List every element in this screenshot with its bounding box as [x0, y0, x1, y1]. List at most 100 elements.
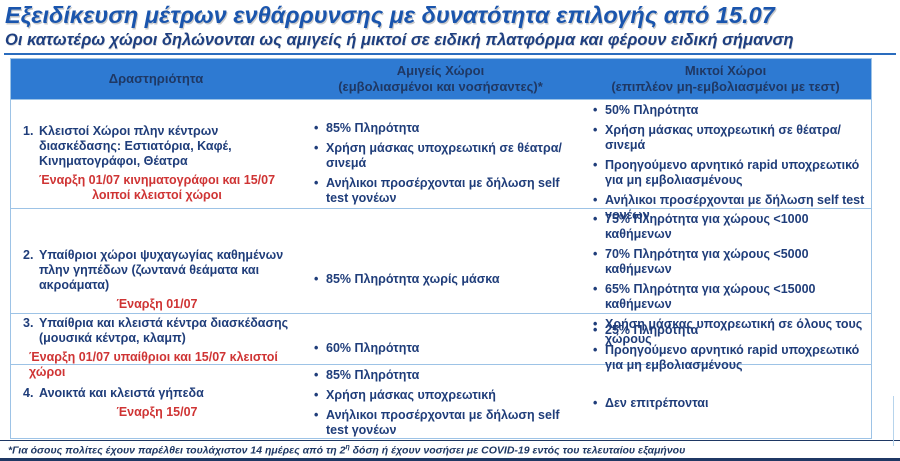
bullet-icon: •	[314, 140, 319, 155]
bullet-item: • 50% Πληρότητα	[590, 103, 869, 118]
start-date-note: Έναρξη 01/07 κινηματογράφοι και 15/07 λο…	[38, 172, 276, 202]
measures-table: Δραστηριότητα Αμιγείς Χώροι (εμβολιασμέν…	[10, 58, 872, 439]
mixed-venues-cell: • 50% Πληρότητα • Χρήση μάσκας υποχρεωτική…	[580, 100, 871, 226]
table-row-open-entertainment: 2. Υπαίθριοι χώροι ψυχαγωγίας καθημένων …	[11, 208, 871, 346]
bullet-text: Ανήλικοι προσέρχονται με δήλωση self tes…	[326, 175, 560, 205]
bullet-list: • 50% Πληρότητα • Χρήση μάσκας υποχρεωτική…	[582, 103, 869, 223]
bullet-text: 25% Πληρότητα	[605, 323, 699, 337]
start-date-note: Έναρξη 01/07 υπαίθριοι και 15/07 κλειστο…	[29, 350, 278, 379]
bullet-text: 85% Πληρότητα	[326, 368, 420, 382]
bullet-item: • Χρήση μάσκας υποχρεωτική σε όλους τους …	[590, 317, 869, 347]
row-number: 4.	[23, 386, 34, 400]
bullet-text: 50% Πληρότητα	[605, 103, 699, 117]
pure-venues-cell: • 60% Πληρότητα	[301, 314, 580, 382]
bullet-item: • 85% Πληρότητα	[311, 368, 578, 383]
table-row-entertainment-centers: 3. Υπαίθρια και κλειστά κέντρα διασκέδασ…	[11, 313, 871, 379]
bullet-text: 70% Πληρότητα για χώρους <5000 καθήμενων	[605, 247, 809, 276]
bullet-text: Χρήση μάσκας υποχρεωτική σε θέατρα/σινεμ…	[605, 123, 841, 152]
mixed-venues-cell: • 25% Πληρότητα • Προηγούμενο αρνητικό rap…	[580, 314, 871, 382]
activity-cell: 2. Υπαίθριοι χώροι ψυχαγωγίας καθημένων …	[11, 209, 301, 350]
bullet-icon: •	[593, 193, 598, 207]
footnote: *Για όσους πολίτες έχουν παρέλθει τουλάχ…	[0, 440, 900, 461]
row-number: 2.	[23, 247, 34, 262]
bullet-item: • 85% Πληρότητα	[311, 121, 578, 136]
column-header-pure-venues: Αμιγείς Χώροι (εμβολιασμένοι και νοσήσαν…	[301, 59, 580, 99]
start-date-note: Έναρξη 01/07	[116, 296, 198, 311]
bullet-icon: •	[593, 103, 598, 117]
row-number: 1.	[23, 123, 34, 138]
page-title: Εξειδίκευση μέτρων ενθάρρυνσης με δυνατό…	[5, 2, 775, 28]
row-number: 3.	[23, 316, 34, 330]
bullet-text: Ανήλικοι προσέρχονται με δήλωση self tes…	[605, 193, 865, 222]
bullet-icon: •	[593, 247, 598, 261]
footnote-superscript: η	[345, 444, 350, 451]
column-header-activity: Δραστηριότητα	[11, 59, 301, 99]
bullet-text: 75% Πληρότητα για χώρους <1000 καθήμενων	[605, 212, 809, 241]
bullet-text: 65% Πληρότητα για χώρους <15000 καθήμενω…	[605, 282, 816, 311]
bullet-icon: •	[593, 343, 598, 357]
bullet-item: • 70% Πληρότητα για χώρους <5000 καθήμενω…	[590, 247, 869, 277]
start-date-note: Έναρξη 15/07	[116, 405, 198, 419]
bullet-list: • 60% Πληρότητα	[303, 341, 578, 356]
bullet-item: • Χρήση μάσκας υποχρεωτική σε θέατρα/σινε…	[311, 141, 578, 171]
pure-venues-cell: • 85% Πληρότητα • Χρήση μάσκας υποχρεωτική…	[301, 100, 580, 226]
activity-cell: 4. Ανοικτά και κλειστά γήπεδα Έναρξη 15/…	[11, 365, 301, 441]
activity-text: 3. Υπαίθρια και κλειστά κέντρα διασκέδασ…	[17, 316, 297, 346]
activity-label: Υπαίθριοι χώροι ψυχαγωγίας καθημένων πλη…	[39, 247, 284, 292]
activity-label: Ανοικτά και κλειστά γήπεδα	[39, 386, 204, 400]
page-subtitle: Οι κατωτέρω χώροι δηλώνονται ως αμιγείς …	[5, 31, 794, 49]
bullet-text: 60% Πληρότητα	[326, 340, 420, 355]
bullet-item: • Ανήλικοι προσέρχονται με δήλωση self te…	[311, 176, 578, 206]
activity-cell: 3. Υπαίθρια και κλειστά κέντρα διασκέδασ…	[11, 314, 301, 382]
right-edge-line	[893, 396, 894, 446]
pure-venues-cell: • 85% Πληρότητα • Χρήση μάσκας υποχρεωτική…	[301, 365, 580, 441]
bullet-icon: •	[593, 123, 598, 137]
bullet-item: • Προηγούμενο αρνητικό rapid υποχρεωτικό …	[590, 158, 869, 188]
column-header-title: Αμιγείς Χώροι	[396, 63, 485, 78]
table-row-closed-venues: 1. Κλειστοί Χώροι πλην κέντρων διασκέδασ…	[11, 99, 871, 222]
pure-venues-cell: • 85% Πληρότητα χωρίς μάσκα	[301, 209, 580, 350]
divider-rule	[4, 53, 896, 55]
bullet-icon: •	[593, 323, 598, 337]
bullet-item: • 65% Πληρότητα για χώρους <15000 καθήμεν…	[590, 282, 869, 312]
bullet-item: • Χρήση μάσκας υποχρεωτική σε θέατρα/σινε…	[590, 123, 869, 153]
bullet-text: Προηγούμενο αρνητικό rapid υποχρεωτικό γ…	[605, 343, 860, 372]
bullet-item: • Ανήλικοι προσέρχονται με δήλωση self te…	[311, 408, 578, 438]
activity-label: Υπαίθρια και κλειστά κέντρα διασκέδασης …	[39, 316, 289, 345]
bullet-text: Ανήλικοι προσέρχονται με δήλωση self tes…	[326, 408, 560, 437]
column-header-subtitle: (επιπλέον μη-εμβολιασμένοι με τεστ)	[611, 79, 840, 94]
column-header-mixed-venues: Μικτοί Χώροι (επιπλέον μη-εμβολιασμένοι …	[580, 59, 871, 99]
bullet-list: • 85% Πληρότητα • Χρήση μάσκας υποχρεωτική…	[303, 368, 578, 438]
activity-text: 2. Υπαίθριοι χώροι ψυχαγωγίας καθημένων …	[17, 248, 297, 293]
table-row-stadiums: 4. Ανοικτά και κλειστά γήπεδα Έναρξη 15/…	[11, 364, 871, 438]
bullet-list: • 75% Πληρότητα για χώρους <1000 καθήμενω…	[582, 212, 869, 347]
bullet-icon: •	[593, 282, 598, 296]
bullet-text: Δεν επιτρέπονται	[605, 395, 709, 410]
bullet-list: • Δεν επιτρέπονται	[582, 396, 869, 411]
bullet-icon: •	[593, 158, 598, 172]
bullet-list: • 85% Πληρότητα • Χρήση μάσκας υποχρεωτική…	[303, 121, 578, 206]
bullet-list: • 25% Πληρότητα • Προηγούμενο αρνητικό rap…	[582, 323, 869, 373]
bullet-text: 85% Πληρότητα	[326, 120, 420, 135]
bullet-text: Προηγούμενο αρνητικό rapid υποχρεωτικό γ…	[605, 158, 860, 187]
bullet-item: • 85% Πληρότητα χωρίς μάσκα	[311, 272, 578, 287]
activity-cell: 1. Κλειστοί Χώροι πλην κέντρων διασκέδασ…	[11, 100, 301, 226]
bullet-icon: •	[314, 368, 319, 382]
bullet-item: • 60% Πληρότητα	[311, 341, 578, 356]
bullet-icon: •	[314, 120, 319, 135]
bullet-item: • 25% Πληρότητα	[590, 323, 869, 338]
column-header-subtitle: (εμβολιασμένοι και νοσήσαντες)*	[338, 79, 543, 94]
bullet-item: • 75% Πληρότητα για χώρους <1000 καθήμενω…	[590, 212, 869, 242]
bullet-text: Χρήση μάσκας υποχρεωτική	[326, 388, 496, 402]
bullet-text: Χρήση μάσκας υποχρεωτική σε όλους τους χ…	[605, 317, 863, 346]
table-header-row: Δραστηριότητα Αμιγείς Χώροι (εμβολιασμέν…	[11, 59, 871, 99]
column-header-title: Δραστηριότητα	[108, 71, 204, 86]
bullet-text: 85% Πληρότητα χωρίς μάσκα	[326, 272, 500, 286]
mixed-venues-cell: • Δεν επιτρέπονται	[580, 365, 871, 441]
bullet-icon: •	[593, 212, 598, 226]
bullet-icon: •	[314, 340, 319, 355]
bullet-item: • Ανήλικοι προσέρχονται με δήλωση self te…	[590, 193, 869, 223]
bullet-item: • Χρήση μάσκας υποχρεωτική	[311, 388, 578, 403]
bullet-icon: •	[314, 388, 319, 402]
